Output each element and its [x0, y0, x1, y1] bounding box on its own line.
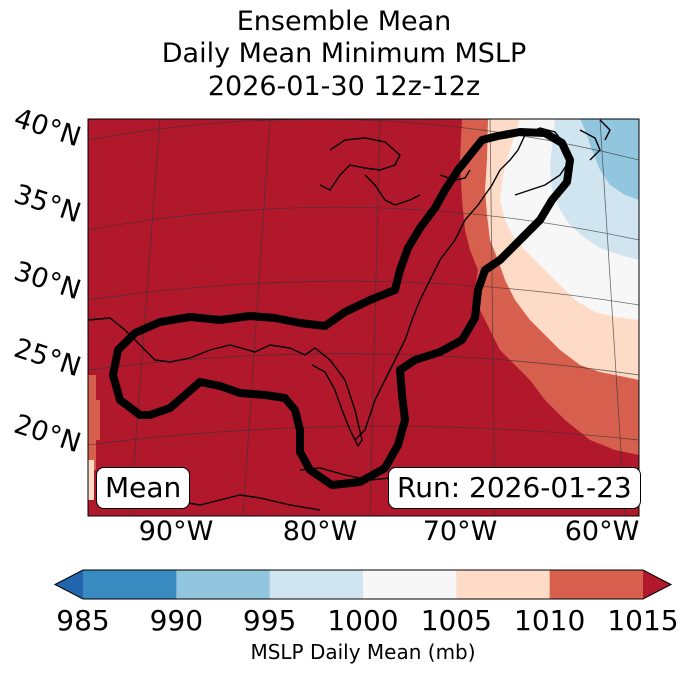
chart-title-line-2: Daily Mean Minimum MSLP	[161, 38, 527, 69]
map-frame	[87, 118, 640, 517]
colorbar-tick-985: 985	[56, 604, 110, 637]
colorbar-tick-1000: 1000	[327, 604, 399, 637]
graticule	[88, 119, 639, 516]
mean-label-box: Mean	[96, 467, 191, 509]
colorbar-tick-995: 995	[242, 604, 297, 637]
colorbar-extend-low	[55, 570, 83, 599]
colorbar-segment-1000	[363, 570, 457, 599]
pressure-field-990-east	[580, 119, 639, 200]
colorbar-segment-995	[269, 570, 364, 599]
colorbar-tick-1015: 1015	[607, 604, 679, 637]
colorbar-segment-1010	[549, 570, 644, 599]
chart-title-line-3: 2026-01-30 12z-12z	[207, 71, 481, 102]
colorbar-tick-1005: 1005	[420, 604, 492, 637]
colorbar-extend-high	[643, 570, 671, 599]
pressure-field-1010-left	[88, 375, 100, 470]
lon-label-60w: 60°W	[564, 516, 640, 547]
colorbar-segment-990	[176, 570, 271, 599]
colorbar-segment-985	[83, 570, 177, 599]
colorbar-tick-1010: 1010	[514, 604, 586, 637]
run-date-label-box: Run: 2026-01-23	[388, 467, 641, 509]
lon-label-80w: 80°W	[282, 516, 358, 547]
pressure-field-1005-left	[88, 460, 94, 500]
colorbar-label: MSLP Daily Mean (mb)	[250, 640, 476, 664]
lon-label-90w: 90°W	[138, 516, 214, 547]
colorbar-tick-990: 990	[149, 604, 204, 637]
colorbar-segment-1005	[456, 570, 551, 599]
pressure-contour-outline	[109, 128, 574, 489]
lon-label-70w: 70°W	[422, 516, 498, 547]
chart-title-line-1: Ensemble Mean	[236, 6, 452, 37]
colorbar-outline	[53, 569, 673, 600]
